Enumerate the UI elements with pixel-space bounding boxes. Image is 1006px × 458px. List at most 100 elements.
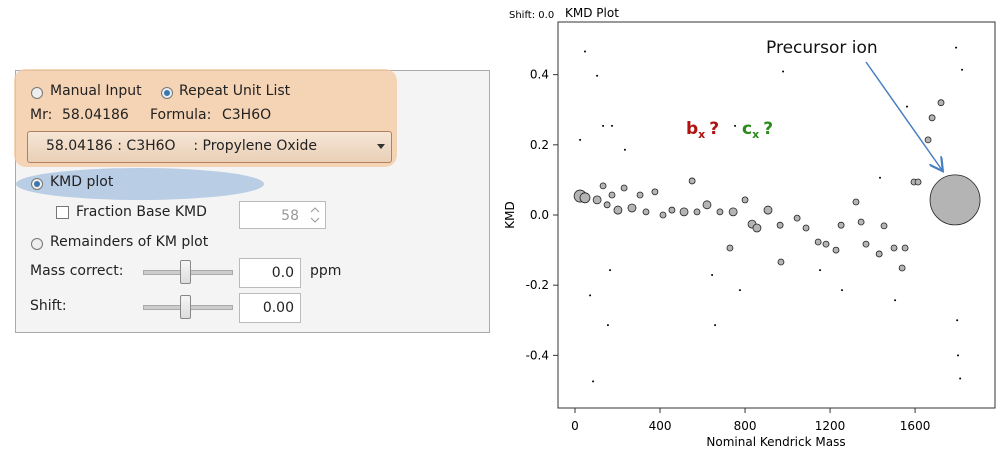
point (862, 240, 870, 248)
point (609, 269, 612, 272)
point (608, 191, 616, 199)
point (875, 250, 883, 258)
annotation-mark: ? (763, 119, 773, 139)
point (679, 207, 689, 217)
point (852, 198, 860, 206)
y-tick-label: -0.4 (526, 348, 549, 362)
checkbox-label[interactable]: Fraction Base KMD (76, 204, 207, 220)
point (620, 184, 628, 192)
radio-label[interactable]: Manual Input (50, 83, 142, 99)
point (782, 70, 785, 73)
point (906, 105, 909, 108)
point (728, 207, 738, 217)
point (937, 99, 945, 107)
y-axis-label: KMD (503, 201, 517, 228)
x-axis-label: Nominal Kendrick Mass (706, 435, 845, 449)
slider-thumb[interactable] (180, 295, 191, 319)
point (880, 222, 888, 230)
point (613, 205, 623, 215)
point (894, 299, 897, 302)
point (602, 124, 605, 127)
point (659, 211, 667, 219)
point (711, 274, 714, 277)
point (793, 214, 801, 222)
annotation: Precursor ion (766, 38, 878, 58)
label: Shift: (30, 298, 67, 314)
annotation-text: c (742, 119, 752, 139)
point (716, 208, 724, 216)
chart-subtitle: Shift: 0.0 (509, 10, 554, 21)
point (596, 74, 599, 77)
dropdown-arrow[interactable] (376, 143, 386, 151)
radio-button[interactable] (161, 87, 173, 99)
point (688, 177, 696, 185)
radio-label[interactable]: Repeat Unit List (179, 83, 291, 99)
point (959, 377, 962, 380)
dropdown-text[interactable]: 58.04186 : C3H6O : Propylene Oxide (46, 138, 318, 154)
y-tick-label: 0.2 (530, 138, 549, 152)
point (822, 240, 830, 248)
highlight (16, 168, 264, 200)
dropdown[interactable] (27, 131, 392, 163)
label: Mr: (30, 107, 53, 123)
point (776, 221, 784, 229)
text-box[interactable]: 0.00 (239, 293, 301, 323)
radio-button[interactable] (31, 238, 43, 250)
point (890, 244, 898, 252)
point (734, 124, 737, 127)
point (957, 354, 960, 357)
x-tick-label: 0 (571, 419, 579, 433)
value: C3H6O (222, 107, 272, 123)
point (832, 246, 840, 254)
radio-button[interactable] (31, 87, 43, 99)
label: Formula: (150, 107, 212, 123)
point (589, 294, 592, 297)
point (901, 244, 909, 252)
arrow (865, 61, 942, 170)
radio-button[interactable] (31, 178, 43, 190)
point (961, 68, 964, 71)
point (603, 201, 611, 209)
point (693, 208, 701, 216)
point (592, 380, 595, 383)
spin-box[interactable]: 58 (239, 201, 326, 229)
point (840, 289, 843, 292)
x-tick-label: 1200 (815, 419, 846, 433)
point (741, 196, 749, 204)
text-box[interactable]: 0.0 (239, 258, 301, 288)
point (579, 192, 591, 204)
x-tick-label: 800 (734, 419, 757, 433)
point (924, 136, 932, 144)
point (914, 178, 922, 186)
x-tick-label: 400 (649, 419, 672, 433)
point (642, 208, 650, 216)
radio-label[interactable]: KMD plot (50, 174, 114, 190)
point (714, 324, 717, 327)
point (819, 269, 822, 272)
plot-frame (557, 21, 996, 409)
point (955, 46, 958, 49)
point (956, 319, 959, 322)
spin-arrows[interactable] (309, 205, 321, 225)
point (627, 203, 637, 213)
chart-title: KMD Plot (565, 6, 619, 20)
point (928, 114, 936, 122)
label: Mass correct: (30, 263, 124, 279)
radio-label[interactable]: Remainders of KM plot (50, 234, 209, 250)
slider-thumb[interactable] (180, 260, 191, 284)
point (592, 195, 602, 205)
annotation-sub: x (752, 128, 759, 141)
point (623, 148, 626, 151)
point (726, 244, 734, 252)
checkbox[interactable] (56, 206, 69, 219)
point (668, 206, 676, 214)
point (814, 238, 822, 246)
point (898, 264, 906, 272)
annotation-text: b (686, 119, 698, 139)
point (802, 224, 810, 232)
point (599, 182, 607, 190)
point (837, 221, 845, 229)
unit: ppm (310, 263, 342, 279)
point (583, 50, 586, 53)
